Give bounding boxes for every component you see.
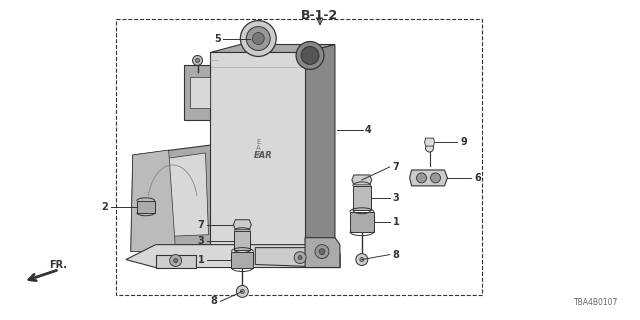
Text: 7: 7 (393, 162, 399, 172)
Circle shape (426, 144, 433, 152)
Text: TBA4B0107: TBA4B0107 (574, 298, 619, 307)
Circle shape (315, 244, 329, 259)
Polygon shape (234, 220, 252, 230)
Circle shape (241, 20, 276, 56)
Bar (116, 19, 483, 295)
Circle shape (241, 289, 244, 293)
Circle shape (296, 42, 324, 69)
Circle shape (301, 46, 319, 64)
Circle shape (294, 252, 306, 264)
Text: 3: 3 (198, 236, 205, 246)
Circle shape (246, 27, 270, 51)
Circle shape (196, 59, 200, 62)
Polygon shape (189, 77, 211, 108)
Polygon shape (424, 138, 435, 146)
Circle shape (173, 259, 178, 262)
Text: 8: 8 (393, 250, 399, 260)
Circle shape (431, 173, 440, 183)
Text: E
A
R: E A R (256, 139, 260, 157)
Polygon shape (156, 255, 196, 268)
Polygon shape (255, 248, 340, 268)
Text: 7: 7 (198, 220, 205, 230)
Polygon shape (131, 145, 216, 252)
Polygon shape (211, 52, 305, 248)
Circle shape (193, 55, 202, 65)
Text: 6: 6 (474, 173, 481, 183)
Polygon shape (350, 212, 374, 232)
Circle shape (319, 249, 325, 255)
Text: 4: 4 (365, 125, 372, 135)
Polygon shape (234, 231, 250, 250)
Text: B-1-2: B-1-2 (301, 9, 339, 22)
Circle shape (298, 256, 302, 260)
Text: 5: 5 (214, 34, 221, 44)
Polygon shape (131, 150, 175, 252)
Polygon shape (305, 44, 335, 248)
Text: 1: 1 (393, 217, 399, 227)
Polygon shape (353, 186, 371, 210)
Polygon shape (410, 170, 447, 186)
Circle shape (252, 33, 264, 44)
Polygon shape (305, 238, 340, 268)
Circle shape (170, 255, 182, 267)
Text: 8: 8 (211, 296, 218, 306)
Text: 3: 3 (393, 193, 399, 203)
Circle shape (356, 253, 368, 266)
Polygon shape (139, 153, 209, 238)
Circle shape (417, 173, 426, 183)
Text: EAR: EAR (254, 150, 273, 160)
Text: 1: 1 (198, 255, 205, 265)
Polygon shape (184, 65, 211, 120)
Text: 9: 9 (460, 137, 467, 147)
Polygon shape (352, 175, 372, 185)
Polygon shape (232, 252, 253, 268)
Text: 2: 2 (101, 202, 108, 212)
Text: FR.: FR. (49, 260, 67, 269)
Polygon shape (137, 201, 155, 213)
Circle shape (360, 258, 364, 261)
Circle shape (236, 285, 248, 297)
Polygon shape (126, 244, 340, 268)
Polygon shape (211, 44, 335, 52)
